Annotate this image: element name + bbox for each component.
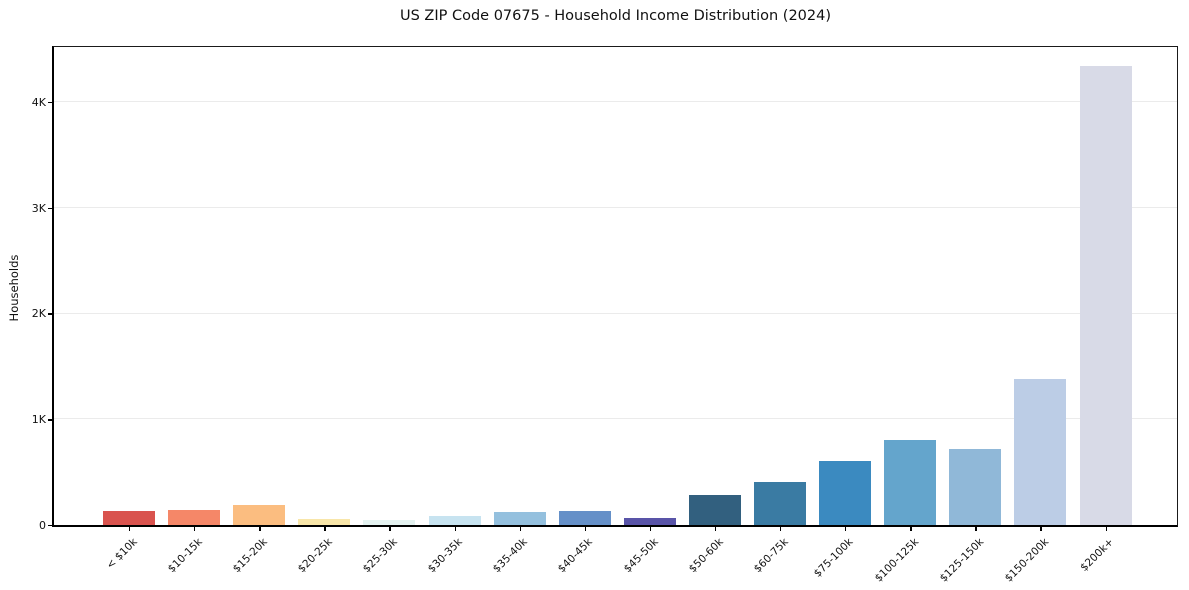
x-tick-label: $200k+ [1078, 536, 1116, 574]
x-tick-mark [194, 527, 196, 531]
bar [428, 516, 481, 525]
x-tick-mark [1040, 527, 1042, 531]
x-tick-label: $40-45k [556, 536, 596, 576]
y-tick-mark [48, 525, 52, 527]
bar [884, 439, 937, 525]
y-tick-mark [48, 313, 52, 315]
x-tick-label: $150-200k [1002, 536, 1051, 585]
x-tick-mark [454, 527, 456, 531]
bar [688, 494, 741, 525]
chart-title: US ZIP Code 07675 - Household Income Dis… [399, 8, 832, 24]
bar [363, 519, 416, 525]
bar [233, 505, 286, 525]
gridline [54, 312, 1177, 314]
y-tick-mark [48, 419, 52, 421]
gridline [54, 418, 1177, 420]
bar [103, 511, 155, 525]
x-tick-mark [1105, 527, 1107, 531]
x-tick-mark [129, 527, 131, 531]
gridline [54, 206, 1177, 208]
bar [168, 510, 221, 525]
bar [558, 511, 611, 525]
x-tick-mark [845, 527, 847, 531]
bar [493, 512, 546, 525]
x-tick-mark [975, 527, 977, 531]
x-tick-label: $125-150k [937, 536, 986, 585]
plot-area [52, 46, 1178, 527]
bar [949, 448, 1002, 525]
x-tick-mark [584, 527, 587, 531]
x-tick-mark [910, 527, 912, 531]
bar [754, 482, 806, 525]
y-tick-label: 4K [31, 95, 46, 109]
bar [298, 518, 351, 525]
bar [623, 517, 676, 525]
x-tick-label: < $10k [103, 536, 140, 572]
y-tick-label: 0 [39, 519, 46, 532]
x-tick-label: $60-75k [751, 536, 791, 576]
gridline [54, 101, 1177, 102]
y-tick-label: 3K [31, 201, 46, 215]
x-tick-label: $35-40k [491, 536, 531, 576]
x-tick-label: $20-25k [295, 536, 335, 576]
x-tick-label: $45-50k [621, 536, 661, 576]
x-tick-mark [324, 527, 326, 531]
x-tick-label: $30-35k [425, 536, 465, 576]
x-tick-label: $25-30k [360, 536, 400, 576]
x-tick-mark [780, 527, 782, 531]
x-tick-mark [714, 527, 717, 531]
x-tick-label: $75-100k [811, 536, 856, 580]
x-tick-mark [389, 527, 391, 531]
y-tick-mark [48, 207, 52, 210]
bar [1079, 66, 1132, 525]
x-tick-label: $50-60k [686, 536, 726, 576]
y-tick-label: 2K [31, 307, 46, 321]
y-tick-mark [48, 101, 52, 104]
bar [1014, 379, 1067, 525]
bar [819, 461, 872, 525]
x-tick-label: $10-15k [165, 536, 205, 576]
x-tick-label: $15-20k [230, 536, 270, 576]
y-tick-label: 1K [31, 413, 46, 427]
x-tick-mark [519, 527, 521, 531]
x-tick-mark [649, 527, 652, 531]
x-tick-label: $100-125k [872, 536, 921, 585]
y-axis-label: Households [7, 254, 21, 322]
x-tick-mark [259, 527, 261, 531]
